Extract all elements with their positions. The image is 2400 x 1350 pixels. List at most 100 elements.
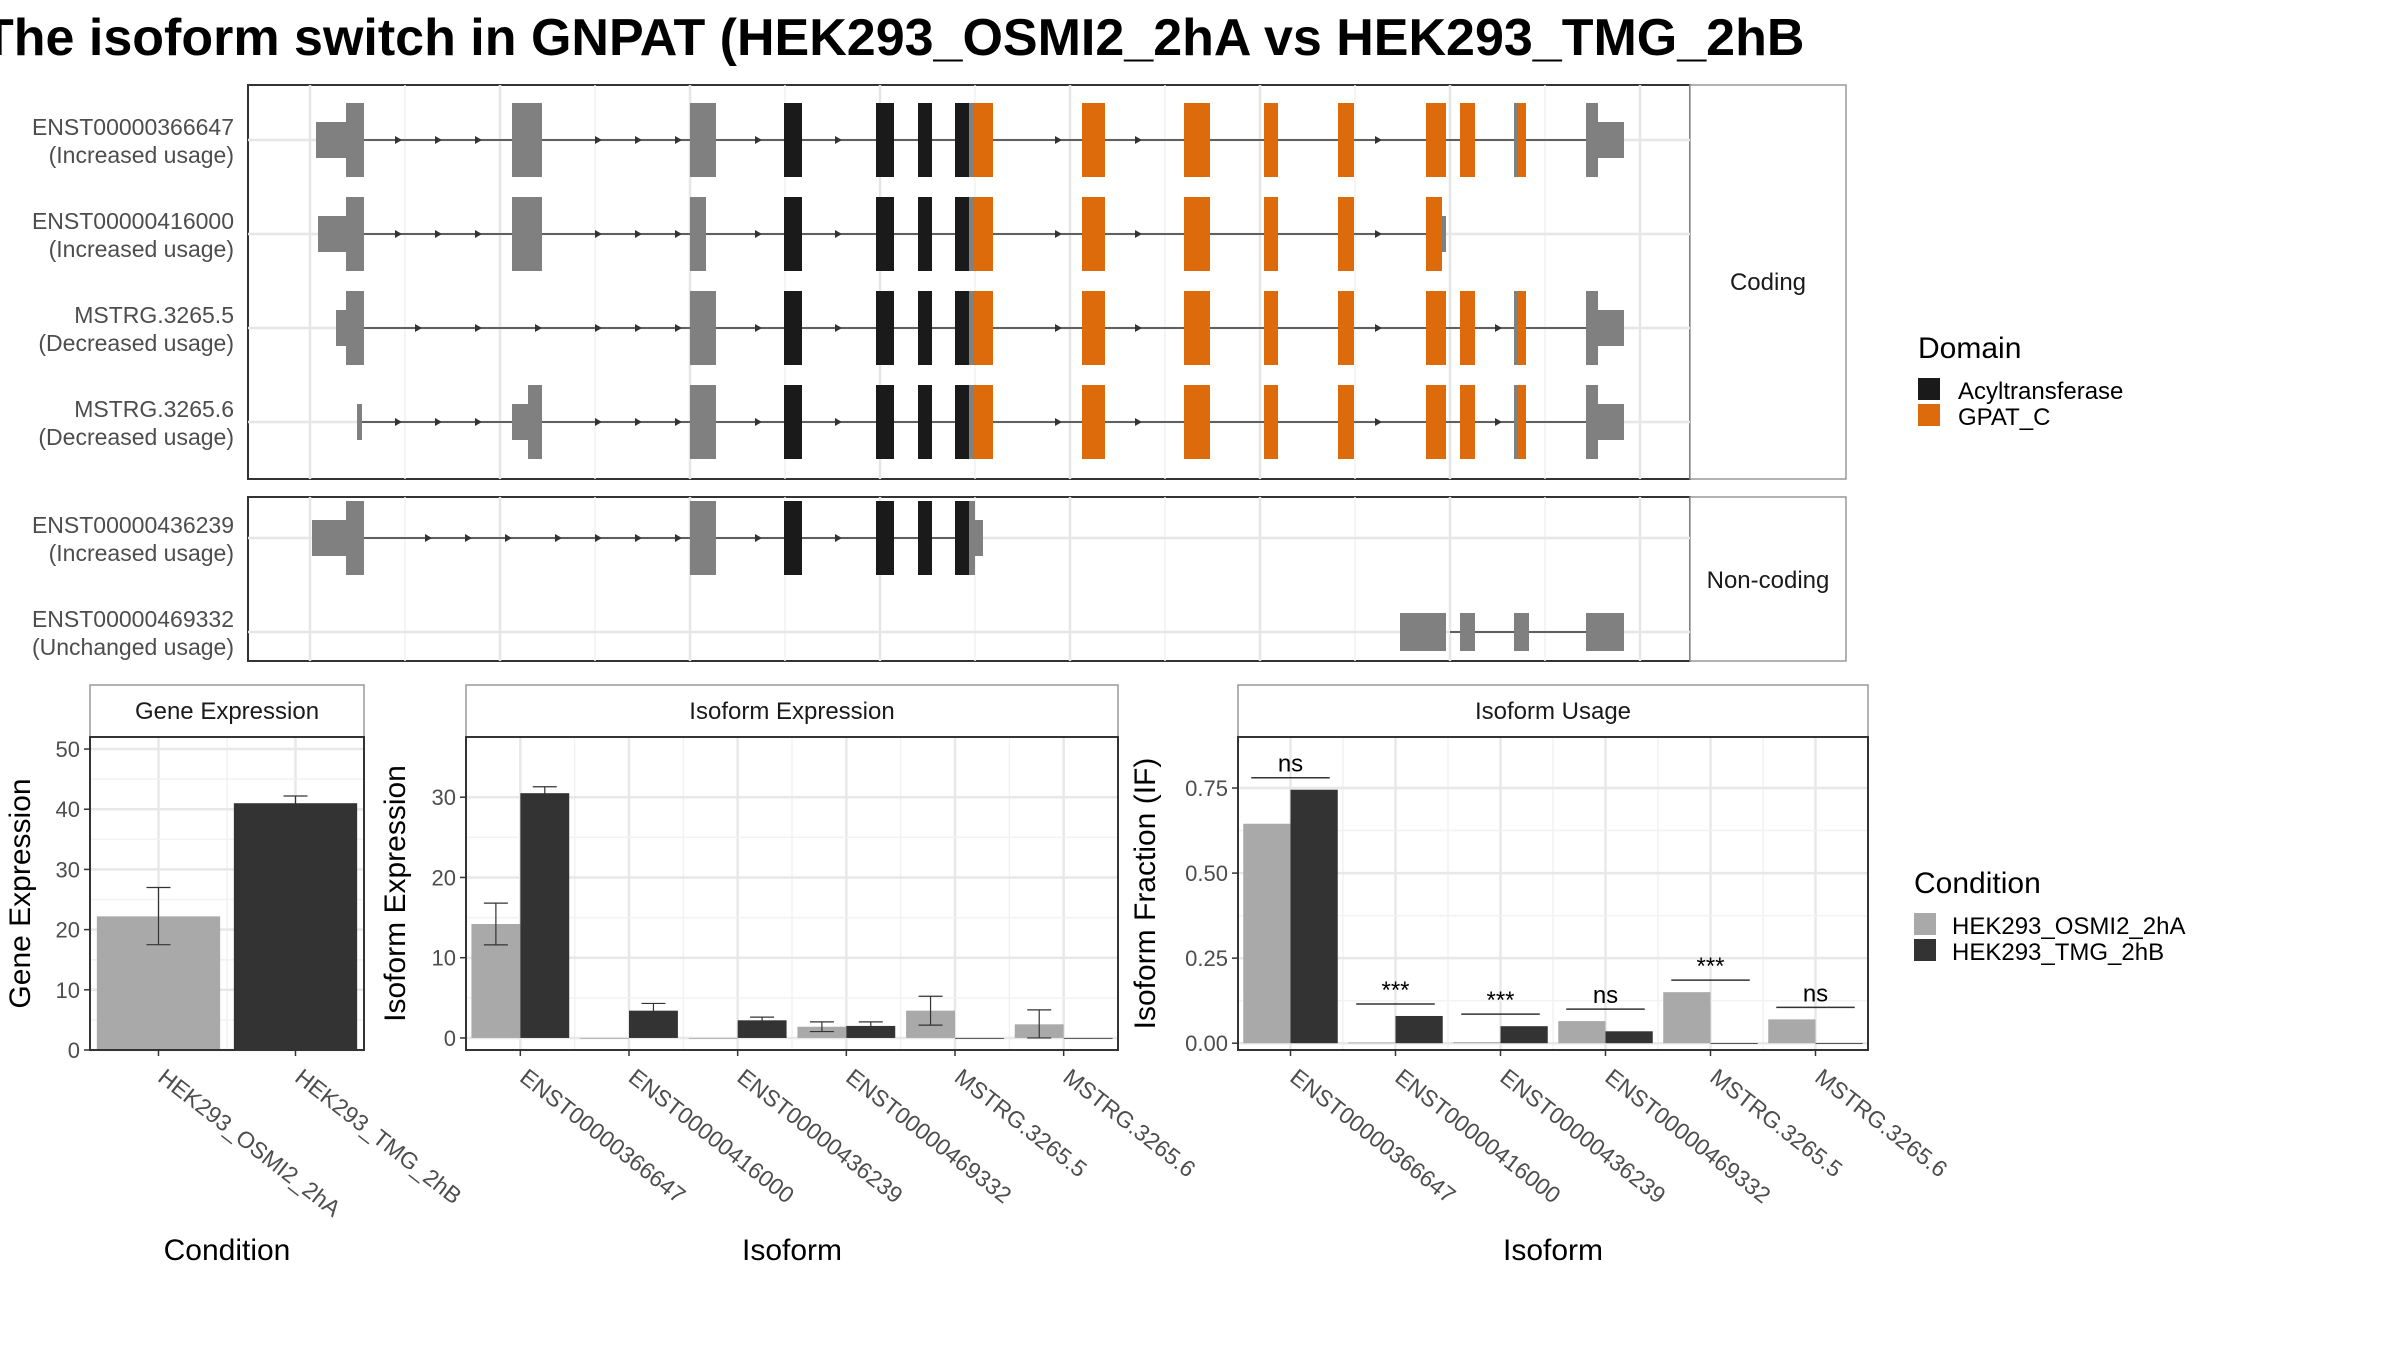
exon [528,385,542,459]
transcript-status-label: (Decreased usage) [38,330,234,356]
exon-noncoding [1586,613,1624,651]
exon-acyltransferase [955,197,969,271]
strand-arrow [1495,418,1502,426]
exon-gpat-c [1184,197,1210,271]
significance-label: ns [1593,982,1618,1009]
bar [1768,1019,1816,1044]
bar [688,1037,738,1039]
strand-arrow [835,136,842,144]
exon-utr [336,310,348,346]
strand-arrow [635,230,642,238]
x-axis-title: Isoform [742,1234,842,1267]
bar [1558,1021,1606,1044]
exon-acyltransferase [955,385,969,459]
exon [690,385,716,459]
domain-legend: Domain Acyltransferase GPAT_C [1918,332,2123,431]
exon-utr [316,122,348,158]
strand-arrow [1055,324,1062,332]
bar [846,1025,896,1038]
bar [1500,1026,1548,1044]
bar [1063,1037,1113,1039]
panel-title: Isoform Expression [689,698,894,725]
strand-arrow [635,136,642,144]
strand-arrow [505,534,512,542]
exon-gpat-c [974,197,993,271]
panel-title: Isoform Usage [1475,698,1631,725]
plot-frame [465,736,1119,1051]
y-tick-label: 0.00 [1185,1031,1228,1056]
y-axis-title: Isoform Fraction (IF) [1129,758,1162,1030]
exon-gpat-c [1518,291,1526,365]
exon-utr [975,520,983,556]
strand-arrow [835,534,842,542]
significance-label: *** [1381,977,1409,1004]
strand-arrow [675,418,682,426]
exon-acyltransferase [784,385,802,459]
exon-acyltransferase [876,501,894,575]
strand-arrow [1055,136,1062,144]
strand-arrow [1135,136,1142,144]
exon [969,501,975,575]
exon-utr [318,216,346,252]
gene-structure-panel: Coding Non-coding ENST00000366647(Increa… [32,84,1847,662]
strand-arrow [675,534,682,542]
transcript-status-label: (Increased usage) [49,236,234,262]
exon-gpat-c [1082,291,1105,365]
y-axis-title: Gene Expression [4,778,37,1008]
bar [1395,1015,1443,1044]
isoform-usage-chart: Isoform Usage0.000.250.500.75nsENST00000… [1129,684,1952,1267]
strand-arrow [475,136,482,144]
strand-arrow [835,324,842,332]
exon-utr [312,520,348,556]
y-tick-label: 30 [432,785,456,810]
strand-arrow [595,324,602,332]
strand-arrow [635,418,642,426]
exon [346,501,364,575]
exon-gpat-c [1338,103,1354,177]
strand-arrow [1375,136,1382,144]
exon-gpat-c [1184,103,1210,177]
transcript-id-label: MSTRG.3265.6 [74,396,234,422]
domain-legend-title: Domain [1918,332,2021,365]
exon-acyltransferase [918,103,932,177]
exon-utr [357,404,362,440]
strand-arrow [595,136,602,144]
exon-acyltransferase [876,197,894,271]
strand-arrow [475,418,482,426]
legend-label-cond-b: HEK293_TMG_2hB [1952,939,2164,966]
exon-gpat-c [1264,291,1278,365]
exon-gpat-c [1426,103,1446,177]
bar [1453,1042,1501,1044]
significance-label: *** [1696,953,1724,980]
transcript-id-label: MSTRG.3265.5 [74,302,234,328]
exon-acyltransferase [918,385,932,459]
strand-arrow [415,324,422,332]
strand-arrow [1375,230,1382,238]
strand-arrow [435,418,442,426]
exon-acyltransferase [955,291,969,365]
transcript-status-label: (Increased usage) [49,142,234,168]
bar [520,793,570,1038]
y-tick-label: 50 [56,737,80,762]
strand-arrow [595,534,602,542]
exon [690,291,716,365]
exon-gpat-c [1338,291,1354,365]
strand-arrow [1135,418,1142,426]
strand-arrow [1135,230,1142,238]
bar [797,1026,847,1038]
exon-acyltransferase [876,385,894,459]
strand-arrow [755,230,762,238]
exon-acyltransferase [918,291,932,365]
exon-utr [1598,122,1624,158]
exon-gpat-c [1338,197,1354,271]
exon-acyltransferase [918,501,932,575]
exon [346,103,364,177]
exon-gpat-c [1426,197,1442,271]
exon [969,291,975,365]
strand-arrow [475,324,482,332]
strand-arrow [395,230,402,238]
strand-arrow [555,534,562,542]
transcript-id-label: ENST00000469332 [32,606,234,632]
exon-utr [1598,310,1624,346]
